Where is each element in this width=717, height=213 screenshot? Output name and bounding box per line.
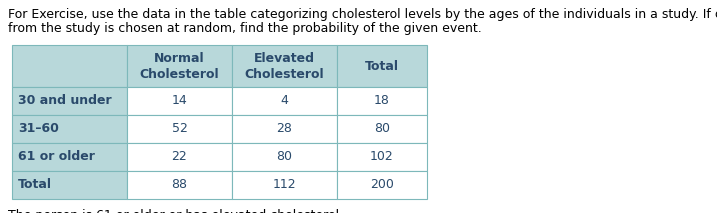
Text: 61 or older: 61 or older (18, 151, 95, 164)
Bar (232, 115, 337, 143)
Text: from the study is chosen at random, find the probability of the given event.: from the study is chosen at random, find… (8, 22, 482, 35)
Text: Total: Total (18, 178, 52, 191)
Bar (337, 171, 427, 199)
Bar (12, 115, 127, 143)
Text: 80: 80 (374, 122, 390, 135)
Bar (127, 171, 232, 199)
Bar (127, 115, 232, 143)
Text: 80: 80 (277, 151, 293, 164)
Bar (127, 143, 232, 171)
Text: 31–60: 31–60 (18, 122, 59, 135)
Bar (337, 143, 427, 171)
Text: 30 and under: 30 and under (18, 95, 112, 108)
Text: 88: 88 (171, 178, 188, 191)
Bar (12, 171, 127, 199)
Bar (12, 87, 127, 115)
Text: Elevated
Cholesterol: Elevated Cholesterol (244, 52, 324, 81)
Bar (232, 171, 337, 199)
Bar (12, 143, 127, 171)
Text: 200: 200 (370, 178, 394, 191)
Bar (337, 115, 427, 143)
Text: 102: 102 (370, 151, 394, 164)
Text: 52: 52 (171, 122, 187, 135)
Bar (12, 45, 127, 87)
Text: The person is 61 or older or has elevated cholesterol.: The person is 61 or older or has elevate… (8, 209, 343, 213)
Text: Normal
Cholesterol: Normal Cholesterol (140, 52, 219, 81)
Text: For Exercise, use the data in the table categorizing cholesterol levels by the a: For Exercise, use the data in the table … (8, 8, 717, 21)
Bar (337, 87, 427, 115)
Bar (127, 87, 232, 115)
Text: 4: 4 (280, 95, 288, 108)
Bar (232, 87, 337, 115)
Bar (232, 45, 337, 87)
Text: 28: 28 (277, 122, 293, 135)
Text: 22: 22 (171, 151, 187, 164)
Bar (337, 45, 427, 87)
Text: 14: 14 (171, 95, 187, 108)
Bar (232, 143, 337, 171)
Text: Total: Total (365, 59, 399, 72)
Bar (127, 45, 232, 87)
Text: 112: 112 (272, 178, 296, 191)
Text: 18: 18 (374, 95, 390, 108)
